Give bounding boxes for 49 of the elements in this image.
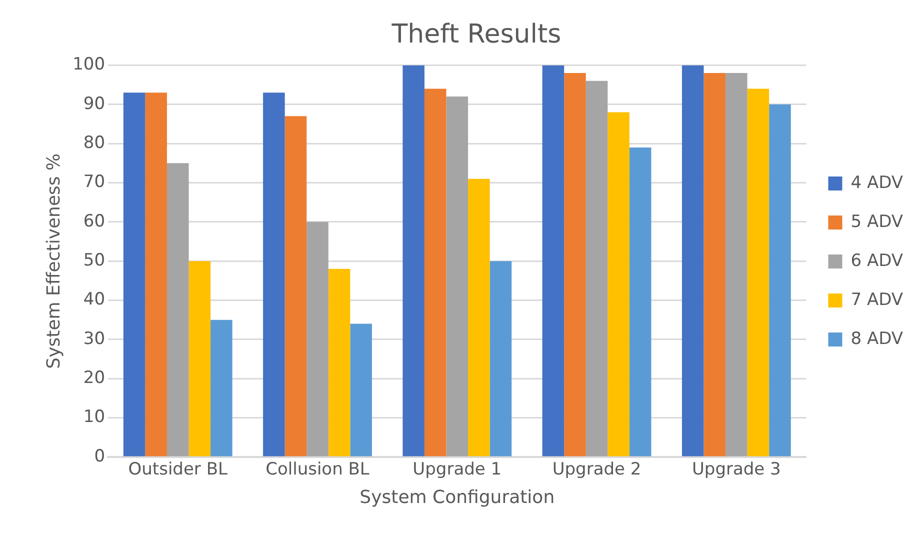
bar (145, 92, 167, 456)
bar (608, 112, 630, 456)
bar (747, 88, 770, 456)
bar (328, 268, 350, 456)
bar (769, 104, 791, 456)
x-tick-label: Outsider BL (128, 460, 228, 480)
y-tick-label: 70 (83, 172, 106, 192)
bar (726, 73, 748, 456)
y-tick-label: 50 (83, 250, 106, 271)
x-axis-title: System Configuration (360, 486, 555, 508)
bar (188, 261, 211, 456)
x-tick-label: Collusion BL (266, 460, 370, 480)
bar (704, 73, 726, 456)
bar (424, 88, 446, 456)
y-tick-label: 0 (94, 446, 106, 466)
bar (350, 324, 372, 456)
legend-label: 8 ADV (850, 328, 904, 349)
x-tick-label: Upgrade 3 (692, 460, 781, 480)
bar (210, 320, 232, 456)
bar (490, 261, 512, 456)
bar (468, 178, 490, 456)
bar (263, 92, 285, 456)
bar (306, 222, 328, 456)
legend-label: 6 ADV (850, 250, 904, 271)
bar (629, 147, 652, 456)
legend-label: 5 ADV (850, 212, 904, 232)
bar (682, 65, 704, 456)
bar (123, 92, 146, 456)
y-tick-label: 60 (83, 211, 106, 232)
bar (564, 73, 586, 456)
chart-title: Theft Results (390, 19, 562, 50)
y-tick-label: 90 (83, 94, 106, 114)
bar (542, 65, 564, 456)
bar (446, 96, 468, 456)
x-tick-label: Upgrade 1 (412, 460, 502, 480)
x-tick-label: Upgrade 2 (552, 460, 642, 480)
bar (284, 116, 307, 456)
y-tick-label: 10 (83, 407, 106, 428)
y-axis-title: System Effectiveness % (43, 153, 64, 369)
legend-label: 4 ADV (850, 172, 904, 193)
y-tick-label: 30 (83, 328, 106, 349)
bar (402, 65, 424, 456)
bar (586, 80, 608, 456)
legend-label: 7 ADV (850, 290, 904, 310)
y-tick-label: 20 (83, 368, 106, 388)
bar (166, 163, 189, 456)
y-tick-label: 40 (83, 290, 106, 310)
y-tick-label: 80 (83, 132, 106, 153)
y-tick-label: 100 (72, 54, 106, 75)
